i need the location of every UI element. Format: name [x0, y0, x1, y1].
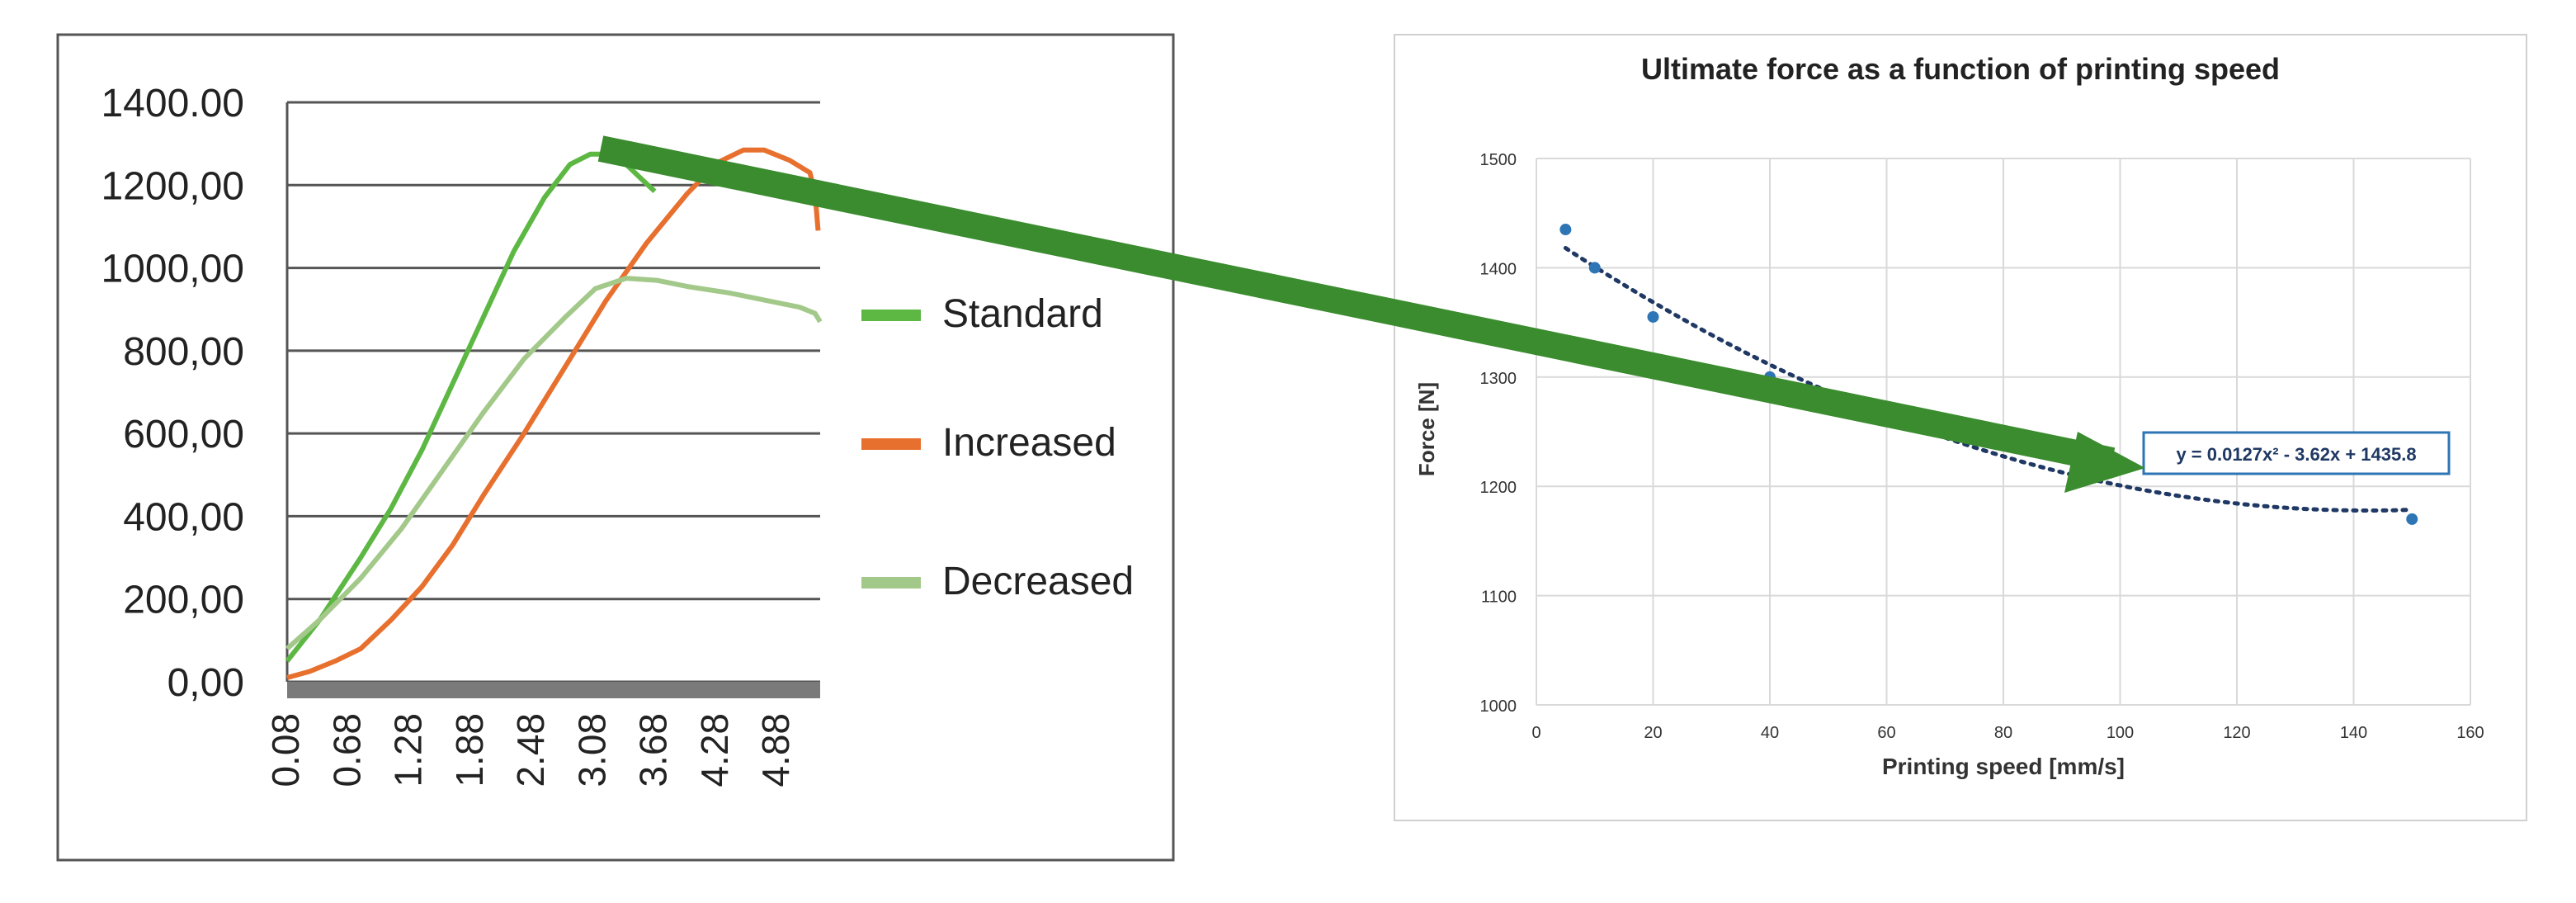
trendline-equation-label: y = 0.0127x² - 3.62x + 1435.8	[2176, 444, 2416, 465]
right-y-tick-label: 1400	[1480, 260, 1517, 278]
right-x-tick-label: 160	[2456, 724, 2484, 742]
left-legend: Standard Increased Decreased	[861, 292, 1134, 603]
right-y-tick-label: 1000	[1480, 697, 1517, 716]
left-x-tick-label: 0.08	[264, 713, 307, 787]
left-x-tick-label: 4.28	[693, 713, 736, 787]
data-point	[1588, 262, 1601, 274]
right-y-axis: 1000 1100 1200 1300 1400 1500	[1480, 151, 1517, 716]
left-y-tick-label: 600,00	[123, 413, 244, 456]
left-y-axis: 0,00 200,00 400,00 600,00 800,00 1000,00 1200,…	[101, 82, 244, 705]
right-y-tick-label: 1100	[1481, 589, 1517, 607]
connecting-arrow	[597, 135, 2145, 493]
right-y-axis-label: Force [N]	[1414, 382, 1439, 476]
right-x-tick-label: 60	[1877, 724, 1895, 742]
right-y-tick-label: 1200	[1480, 479, 1517, 497]
right-x-tick-label: 40	[1761, 724, 1779, 742]
data-point	[1647, 310, 1659, 323]
arrow-shaft	[597, 135, 2116, 474]
right-x-tick-label: 100	[2107, 724, 2134, 742]
data-point	[1559, 224, 1572, 236]
left-x-axis-band	[287, 682, 820, 698]
left-y-tick-label: 1400.00	[101, 82, 244, 125]
left-x-tick-label: 1.28	[387, 713, 430, 787]
left-y-tick-label: 1200,00	[101, 164, 244, 208]
left-x-tick-label: 3.68	[632, 713, 675, 787]
right-y-tick-label: 1500	[1480, 151, 1517, 169]
arrow-head	[2064, 432, 2145, 493]
right-gridlines	[1536, 158, 2471, 706]
left-x-tick-label: 2.48	[509, 713, 552, 787]
left-y-tick-label: 1000,00	[101, 248, 244, 291]
right-x-tick-label: 140	[2340, 724, 2367, 742]
left-x-axis: 0.08 0.68 1.28 1.88 2.48 3.08 3.68 4.28 4.88	[264, 713, 797, 787]
right-y-tick-label: 1300	[1480, 370, 1517, 388]
left-y-tick-label: 0,00	[167, 661, 244, 705]
series-line-increased	[286, 147, 821, 680]
left-y-tick-label: 200,00	[123, 579, 244, 622]
right-x-axis-label: Printing speed [mm/s]	[1882, 754, 2125, 779]
legend-label-decreased: Decreased	[942, 560, 1134, 603]
right-x-tick-label: 0	[1531, 724, 1540, 742]
right-x-axis: 0 20 40 60 80 100 120 140 160	[1531, 724, 2484, 742]
right-chart-title: Ultimate force as a function of printing…	[1641, 52, 2280, 86]
right-x-tick-label: 20	[1644, 724, 1662, 742]
left-chart-frame	[56, 33, 1175, 862]
left-x-tick-label: 1.88	[448, 713, 491, 787]
data-point	[2406, 513, 2418, 525]
legend-label-increased: Increased	[942, 421, 1116, 465]
left-y-tick-label: 800,00	[123, 330, 244, 374]
left-x-tick-label: 0.68	[325, 713, 368, 787]
right-x-tick-label: 120	[2223, 724, 2250, 742]
right-x-tick-label: 80	[1994, 724, 2012, 742]
left-y-tick-label: 400,00	[123, 495, 244, 539]
right-data-points	[1559, 224, 2418, 525]
right-scatter-chart: Ultimate force as a function of printing…	[1414, 52, 2484, 779]
trendline-equation-box: y = 0.0127x² - 3.62x + 1435.8	[2142, 431, 2451, 475]
legend-label-standard: Standard	[942, 292, 1103, 336]
left-x-tick-label: 3.08	[570, 713, 613, 787]
left-x-tick-label: 4.88	[754, 713, 797, 787]
series-line-decreased	[285, 276, 823, 651]
